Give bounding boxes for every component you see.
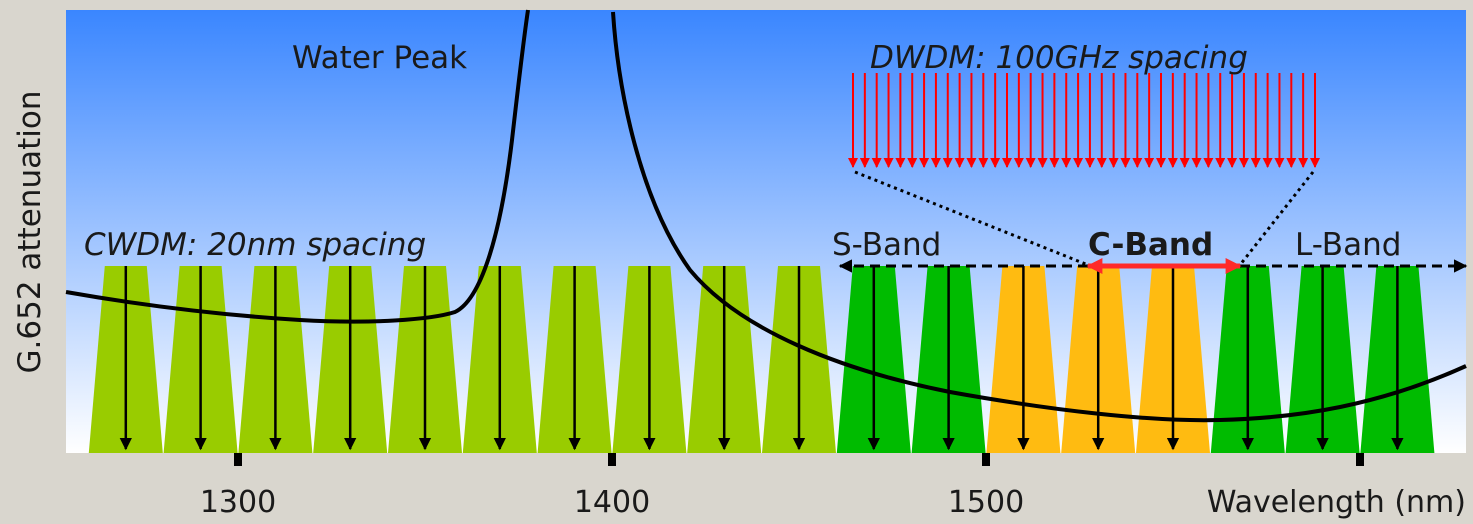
x-tick-1500 xyxy=(982,453,990,466)
dwdm-arrows xyxy=(848,73,1320,168)
dwdm-zoom-line-right xyxy=(1238,171,1315,266)
y-axis-label: G.652 attenuation xyxy=(12,91,48,374)
x-tick-1400 xyxy=(608,453,616,466)
cwdm-label: CWDM: 20nm spacing xyxy=(84,227,426,263)
attenuation-curve-right xyxy=(611,11,1467,423)
x-axis-label: Wavelength (nm) xyxy=(1207,485,1466,520)
s-band-label: S-Band xyxy=(832,227,941,263)
tick-label-1400: 1400 xyxy=(574,485,650,520)
x-axis-ticks xyxy=(234,453,1364,466)
x-tick-1300 xyxy=(234,453,242,466)
channel-arrows xyxy=(119,266,1404,451)
x-tick-1600 xyxy=(1356,453,1364,466)
c-band-label: C-Band xyxy=(1088,227,1213,263)
dwdm-label: DWDM: 100GHz spacing xyxy=(870,40,1248,76)
l-band-label: L-Band xyxy=(1295,227,1401,263)
attenuation-curve-left xyxy=(65,9,530,324)
tick-label-1300: 1300 xyxy=(200,485,276,520)
tick-label-1500: 1500 xyxy=(948,485,1024,520)
water-peak-label: Water Peak xyxy=(292,40,467,76)
